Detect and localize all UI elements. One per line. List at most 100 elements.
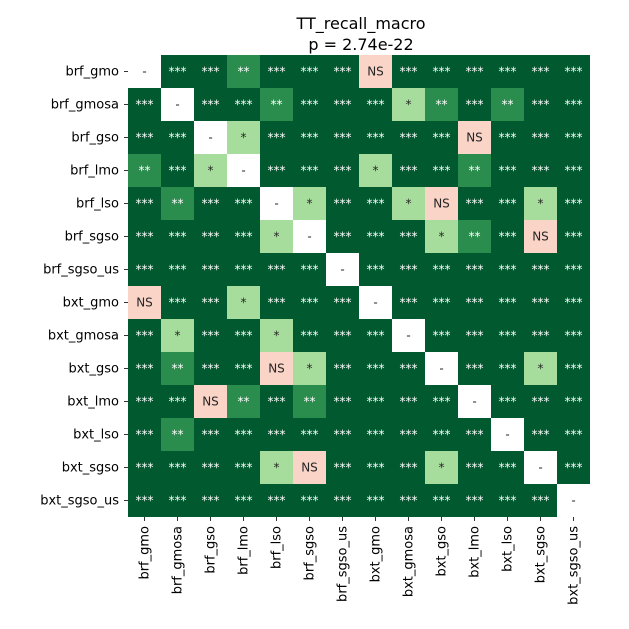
cell-label: *** [367,494,385,508]
cell-label: - [406,329,410,343]
heatmap-cell-bxt_gso-brf_gmo [128,352,161,385]
heatmap-cell-bxt_gso-brf_lmo [227,352,260,385]
cell-label: *** [136,461,154,475]
cell-label: *** [136,329,154,343]
cell-label: *** [466,461,484,475]
heatmap-cell-brf_lmo-bxt_gmosa [392,154,425,187]
heatmap-cell-brf_sgso_us-bxt_gmosa [392,253,425,286]
heatmap-cell-brf_lso-bxt_gmo [359,187,392,220]
cell-label: * [439,230,445,244]
heatmap-cell-brf_gmo-brf_lmo [227,55,260,88]
cell-label: *** [565,263,583,277]
cell-label: NS [301,461,318,475]
cell-label: *** [532,164,550,178]
heatmap-cell-brf_gmosa-bxt_sgso_us [557,88,590,121]
heatmap-cell-bxt_gmo-bxt_sgso [524,286,557,319]
cell-label: - [142,65,146,79]
heatmap-cell-bxt_lmo-bxt_lso [491,385,524,418]
chart-subtitle: p = 2.74e-22 [308,35,413,54]
heatmap-cell-bxt_sgso_us-bxt_gmosa [392,484,425,517]
heatmap-cell-bxt_sgso_us-bxt_sgso [524,484,557,517]
cell-label: *** [499,296,517,310]
heatmap-cell-brf_lso-bxt_gmosa [392,187,425,220]
cell-label: NS [433,197,450,211]
cell-label: *** [400,263,418,277]
cell-label: - [241,164,245,178]
heatmap-cell-brf_lmo-bxt_sgso_us [557,154,590,187]
cell-label: *** [136,395,154,409]
cell-label: *** [334,131,352,145]
x-tick-label-bxt_lso: bxt_lso [501,526,516,572]
heatmap-cell-brf_lso-brf_lmo [227,187,260,220]
cell-label: ** [502,98,514,112]
heatmap-cell-brf_gmo-brf_gso [194,55,227,88]
heatmap-cell-bxt_gso-brf_gmosa [161,352,194,385]
heatmap-cell-bxt_gmo-bxt_lso [491,286,524,319]
heatmap-cell-brf_gso-brf_gmosa [161,121,194,154]
heatmap-cell-bxt_lmo-bxt_sgso_us [557,385,590,418]
heatmap-cell-bxt_gmo-bxt_gmosa [392,286,425,319]
heatmap-cell-bxt_gmo-brf_gso [194,286,227,319]
cell-label: *** [202,494,220,508]
heatmap-cell-brf_gmosa-brf_gso [194,88,227,121]
cell-label: *** [499,65,517,79]
cell-label: *** [466,98,484,112]
heatmap-cell-brf_lmo-brf_gmosa [161,154,194,187]
cell-label: *** [433,65,451,79]
cell-label: *** [301,65,319,79]
heatmap-cell-bxt_gmosa-bxt_gmo [359,319,392,352]
y-tick-label-bxt_sgso_us: bxt_sgso_us [40,494,119,509]
cell-label: * [274,230,280,244]
heatmap-cell-brf_sgso_us-brf_lmo [227,253,260,286]
cell-label: *** [136,263,154,277]
heatmap-cell-bxt_sgso_us-brf_gmo [128,484,161,517]
cell-label: * [307,197,313,211]
heatmap-cell-bxt_gmosa-bxt_lmo [458,319,491,352]
cell-label: ** [304,395,316,409]
heatmap-cell-bxt_lso-bxt_sgso_us [557,418,590,451]
cell-label: *** [433,164,451,178]
cell-label: *** [400,461,418,475]
heatmap-cell-bxt_sgso-brf_gmo [128,451,161,484]
cell-label: *** [235,428,253,442]
cell-label: *** [202,362,220,376]
heatmap-cell-brf_gso-bxt_sgso [524,121,557,154]
heatmap-cell-brf_lmo-bxt_lmo [458,154,491,187]
cell-label: *** [367,329,385,343]
cell-label: * [406,98,412,112]
cell-label: *** [268,65,286,79]
heatmap-cell-bxt_gmosa-bxt_sgso_us [557,319,590,352]
heatmap-cell-bxt_gmo-brf_lmo [227,286,260,319]
cell-label: - [505,428,509,442]
heatmap-cell-bxt_gso-brf_sgso_us [326,352,359,385]
y-tick-label-bxt_gso: bxt_gso [68,362,119,377]
cell-label: *** [400,494,418,508]
cell-label: *** [499,362,517,376]
heatmap-cell-bxt_gmosa-brf_gmo [128,319,161,352]
heatmap-cell-brf_gmosa-bxt_lmo [458,88,491,121]
cell-label: *** [433,296,451,310]
cell-label: - [571,494,575,508]
heatmap-cell-bxt_gso-bxt_lso [491,352,524,385]
heatmap-cell-brf_lso-bxt_sgso_us [557,187,590,220]
x-tick-label-bxt_gmosa: bxt_gmosa [402,526,417,597]
cell-label: *** [268,395,286,409]
heatmap-cell-bxt_lso-brf_lso [260,418,293,451]
cell-label: *** [334,395,352,409]
heatmap-cell-bxt_lso-bxt_lso [491,418,524,451]
cell-label: *** [565,461,583,475]
y-axis: brf_gmo brf_gmosa brf_gso brf_lmo brf_lsobrf… [40,65,128,509]
cell-label: * [538,197,544,211]
cell-label: ** [238,395,250,409]
cell-label: *** [367,131,385,145]
heatmap-cell-bxt_lso-brf_lmo [227,418,260,451]
cell-label: *** [334,494,352,508]
heatmap-cell-brf_sgso-brf_gmo [128,220,161,253]
heatmap-cell-brf_sgso-bxt_lmo [458,220,491,253]
cell-label: - [439,362,443,376]
cell-label: *** [301,296,319,310]
heatmap-cell-bxt_sgso-brf_gso [194,451,227,484]
heatmap-cell-brf_gso-bxt_sgso_us [557,121,590,154]
heatmap-cell-brf_gmosa-bxt_gmosa [392,88,425,121]
